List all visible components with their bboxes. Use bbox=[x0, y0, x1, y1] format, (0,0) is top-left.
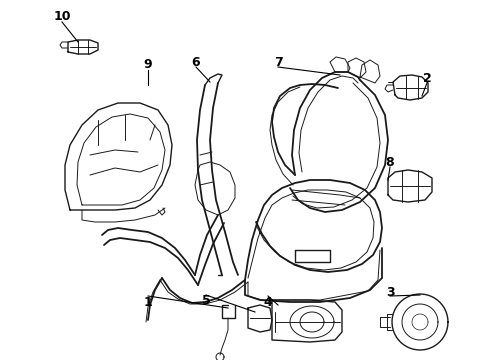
Text: 3: 3 bbox=[386, 285, 394, 298]
Text: 10: 10 bbox=[53, 10, 71, 23]
Text: 5: 5 bbox=[201, 293, 210, 306]
Text: 9: 9 bbox=[144, 58, 152, 72]
Text: 8: 8 bbox=[386, 157, 394, 170]
Text: 4: 4 bbox=[264, 296, 272, 309]
Text: 7: 7 bbox=[273, 55, 282, 68]
Text: 2: 2 bbox=[423, 72, 431, 85]
Text: 6: 6 bbox=[192, 55, 200, 68]
Text: 1: 1 bbox=[144, 296, 152, 309]
